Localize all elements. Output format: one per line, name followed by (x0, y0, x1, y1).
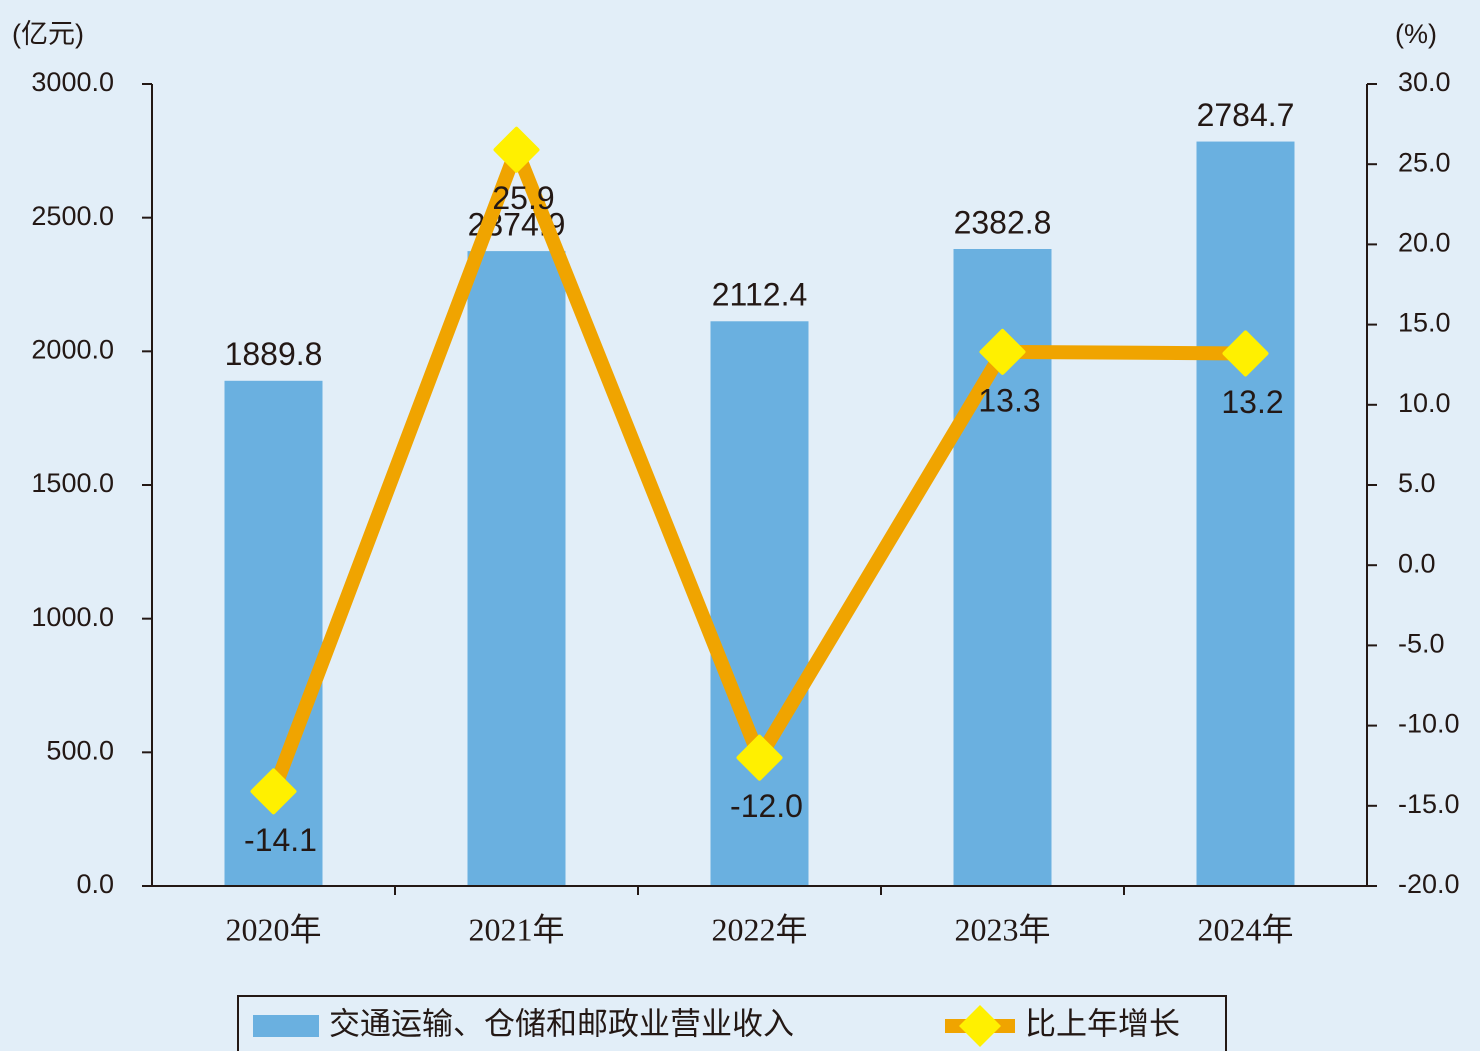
y2-tick-label: -15.0 (1398, 789, 1460, 819)
y2-tick-label: 10.0 (1398, 388, 1451, 418)
y-tick-label: 2000.0 (31, 334, 114, 364)
y-tick-label: 2500.0 (31, 201, 114, 231)
y2-tick-label: -5.0 (1398, 629, 1445, 659)
y-tick-label: 3000.0 (31, 67, 114, 97)
y2-tick-label: 0.0 (1398, 548, 1436, 578)
legend-swatch-marker (959, 1005, 1001, 1047)
y2-tick-label: 20.0 (1398, 228, 1451, 258)
y-tick-label: 1500.0 (31, 468, 114, 498)
line-marker (1222, 330, 1269, 377)
y-axis-label: (亿元) (12, 19, 84, 49)
line-value-label: 13.2 (1221, 384, 1283, 420)
y2-tick-label: 5.0 (1398, 468, 1436, 498)
y2-tick-label: 15.0 (1398, 308, 1451, 338)
legend-label: 比上年增长 (1025, 1007, 1180, 1043)
line-marker (979, 328, 1026, 375)
y-tick-label: 0.0 (76, 869, 114, 899)
bar-value-label: 2112.4 (712, 277, 808, 313)
x-tick-label: 2023年 (954, 911, 1050, 947)
line-value-label: -12.0 (730, 788, 803, 824)
y2-tick-label: -10.0 (1398, 709, 1460, 739)
y-tick-label: 500.0 (46, 735, 114, 765)
bar (710, 321, 809, 887)
legend-swatch (253, 1015, 319, 1037)
legend-label: 交通运输、仓储和邮政业营业收入 (329, 1007, 794, 1043)
line-marker (493, 126, 540, 173)
line-value-label: 13.3 (978, 382, 1040, 418)
line-value-label: -14.1 (244, 822, 317, 858)
line-marker (736, 734, 783, 781)
bar-value-label: 1889.8 (225, 336, 323, 372)
legend-box (237, 995, 1227, 1051)
bar-value-label: 2784.7 (1197, 97, 1295, 133)
y2-axis-label: (%) (1395, 19, 1437, 49)
y2-tick-label: -20.0 (1398, 869, 1460, 899)
bar-value-label: 2382.8 (954, 204, 1052, 240)
x-tick-label: 2022年 (711, 911, 807, 947)
y2-tick-label: 30.0 (1398, 67, 1451, 97)
y2-tick-label: 25.0 (1398, 147, 1451, 177)
line-marker (250, 768, 297, 815)
x-tick-label: 2020年 (225, 911, 321, 947)
line-value-label: 25.9 (492, 180, 554, 216)
bar (1196, 141, 1295, 886)
y-tick-label: 1000.0 (31, 602, 114, 632)
x-tick-label: 2024年 (1197, 911, 1293, 947)
x-tick-label: 2021年 (468, 911, 564, 947)
bar (467, 251, 566, 887)
